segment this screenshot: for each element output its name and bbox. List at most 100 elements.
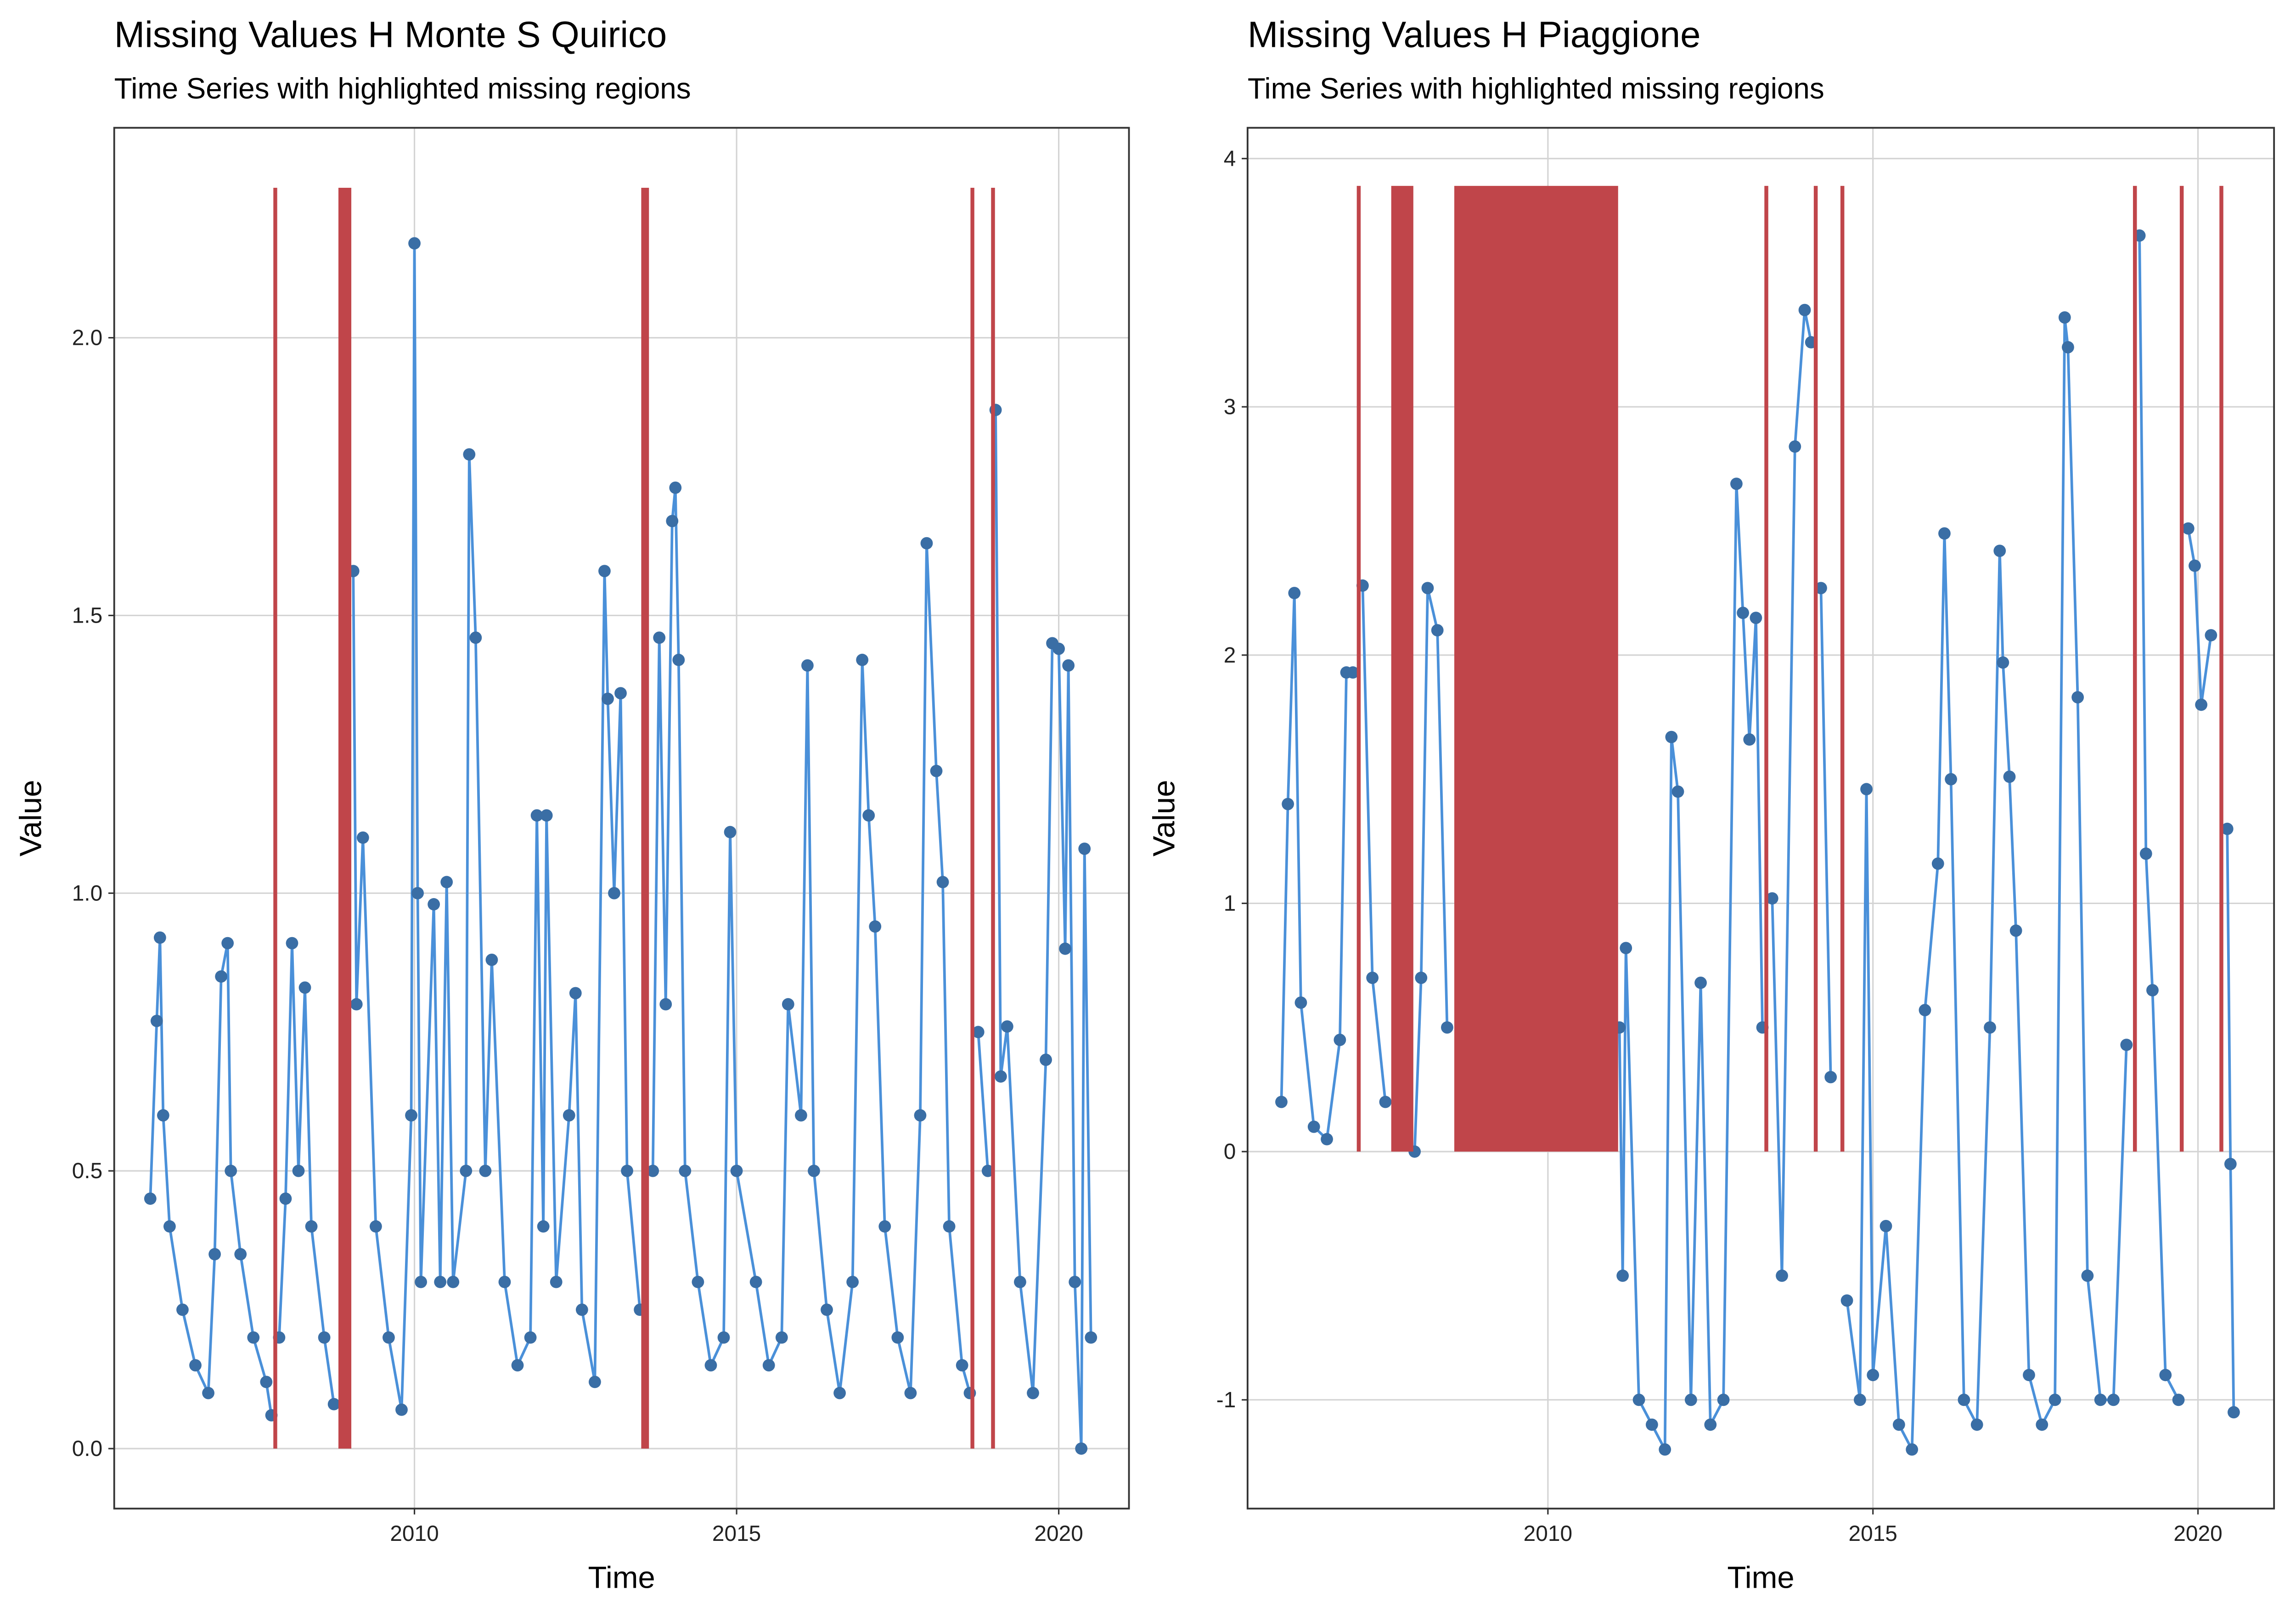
y-tick-label: 1.5 — [72, 603, 102, 628]
data-point — [225, 1164, 237, 1177]
data-point — [511, 1359, 524, 1371]
panel: Missing Values H Piaggione Time Series wi… — [1147, 14, 2275, 1595]
data-point — [286, 937, 298, 950]
data-point — [411, 887, 424, 899]
data-point — [904, 1387, 917, 1399]
missing-region — [2219, 185, 2223, 1152]
data-point — [920, 537, 933, 550]
data-point — [395, 1403, 408, 1416]
data-point — [1984, 1021, 1996, 1034]
panel: Missing Values H Monte S Quirico Time Ser… — [13, 14, 1130, 1595]
data-point — [1366, 972, 1379, 984]
data-point — [537, 1220, 550, 1233]
data-point — [1307, 1120, 1320, 1133]
data-point — [914, 1109, 927, 1122]
data-point — [730, 1164, 743, 1177]
missing-region — [2179, 185, 2184, 1152]
data-point — [1665, 730, 1678, 743]
data-point — [782, 998, 794, 1011]
data-point — [669, 481, 682, 494]
data-point — [1069, 1275, 1081, 1288]
data-point — [1815, 582, 1827, 595]
missing-region — [970, 187, 974, 1449]
data-point — [704, 1359, 717, 1371]
data-point — [479, 1164, 492, 1177]
x-tick-label: 2020 — [2173, 1522, 2222, 1546]
data-point — [608, 887, 620, 899]
data-point — [1040, 1053, 1052, 1066]
data-point — [1776, 1270, 1788, 1282]
data-point — [1906, 1443, 1919, 1456]
data-point — [1743, 733, 1756, 746]
missing-region — [1840, 185, 1845, 1152]
data-point — [447, 1275, 460, 1288]
data-point — [298, 981, 311, 994]
data-point — [163, 1220, 176, 1233]
data-point — [2036, 1418, 2048, 1431]
data-point — [653, 631, 666, 644]
y-tick-label: 1.0 — [72, 881, 102, 905]
data-point — [589, 1376, 601, 1388]
data-point — [1938, 527, 1951, 540]
data-point — [1620, 942, 1632, 955]
data-point — [2071, 691, 2084, 704]
data-point — [2003, 770, 2016, 783]
data-point — [356, 831, 369, 844]
y-tick-label: 2 — [1224, 643, 1236, 668]
data-point — [1766, 892, 1778, 905]
missing-region — [338, 187, 352, 1449]
data-point — [215, 970, 228, 983]
data-point — [692, 1275, 704, 1288]
x-tick-label: 2020 — [1034, 1522, 1083, 1546]
y-tick-label: -1 — [1216, 1388, 1236, 1412]
data-point — [550, 1275, 563, 1288]
data-point — [1001, 1020, 1013, 1033]
data-point — [1717, 1393, 1730, 1406]
data-point — [972, 1026, 985, 1039]
data-point — [672, 653, 685, 666]
data-point — [2172, 1393, 2185, 1406]
data-point — [2023, 1369, 2035, 1382]
data-point — [189, 1359, 202, 1371]
data-point — [1346, 666, 1359, 679]
data-point — [260, 1376, 273, 1388]
data-point — [327, 1398, 340, 1410]
data-point — [415, 1275, 427, 1288]
data-point — [1334, 1034, 1346, 1046]
data-point — [621, 1164, 633, 1177]
data-point — [1958, 1393, 1970, 1406]
data-point — [862, 809, 875, 822]
data-point — [292, 1164, 305, 1177]
data-point — [2221, 822, 2234, 835]
data-point — [1632, 1393, 1645, 1406]
data-point — [1415, 972, 1428, 984]
data-point — [1789, 440, 1801, 453]
chart-subtitle: Time Series with highlighted missing reg… — [114, 72, 691, 105]
data-point — [2195, 698, 2208, 711]
data-point — [405, 1109, 417, 1122]
data-point — [856, 653, 869, 666]
data-point — [2058, 311, 2071, 324]
data-point — [524, 1331, 537, 1344]
x-tick-label: 2010 — [1524, 1522, 1572, 1546]
data-point — [614, 687, 627, 700]
missing-region — [1813, 185, 1818, 1152]
data-point — [1075, 1442, 1088, 1455]
data-point — [1421, 582, 1434, 595]
missing-region — [641, 187, 649, 1449]
data-point — [202, 1387, 214, 1399]
data-point — [2048, 1393, 2061, 1406]
data-point — [891, 1331, 904, 1344]
data-point — [846, 1275, 859, 1288]
data-point — [801, 659, 814, 672]
data-point — [234, 1248, 247, 1261]
data-point — [1997, 656, 2009, 669]
data-point — [428, 898, 440, 910]
data-point — [540, 809, 553, 822]
data-point — [460, 1164, 473, 1177]
data-point — [1659, 1443, 1671, 1456]
data-point — [2062, 341, 2074, 354]
missing-region — [2133, 185, 2137, 1152]
missing-region — [273, 187, 277, 1449]
